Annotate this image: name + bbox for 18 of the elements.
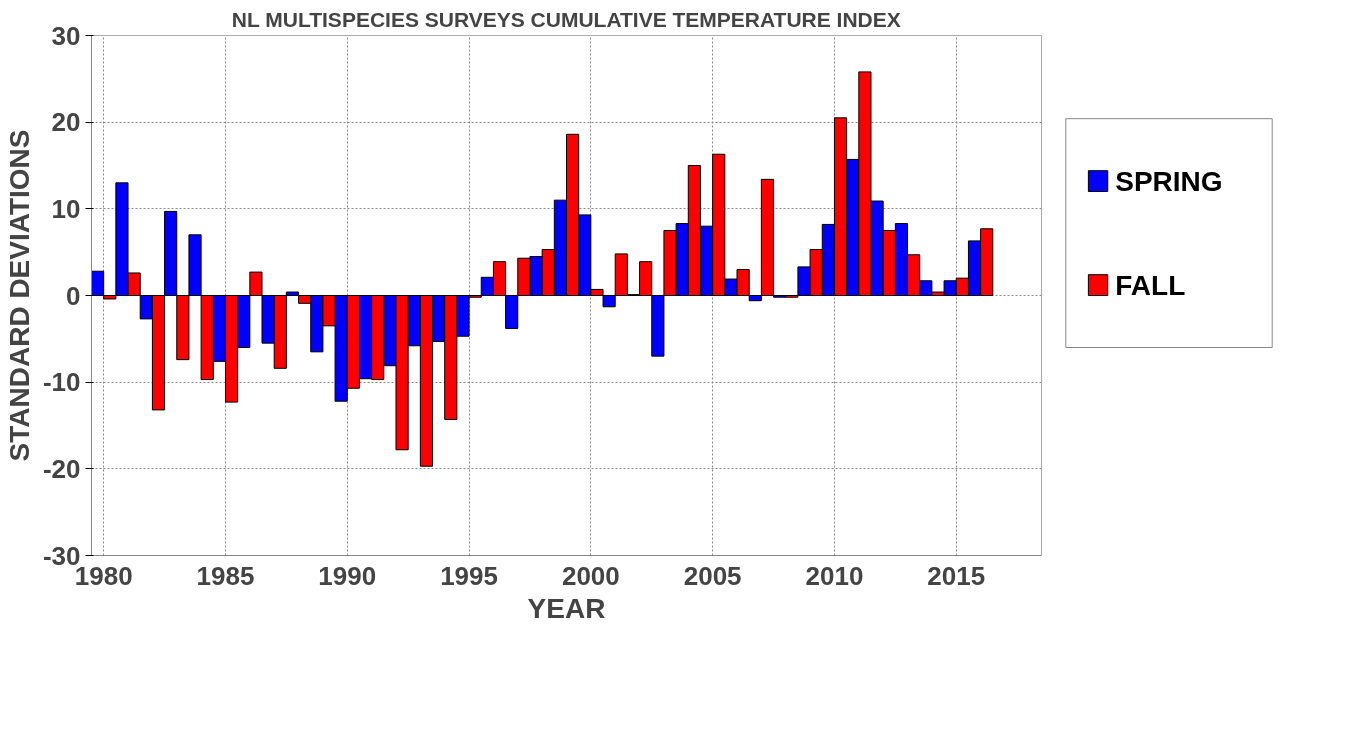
y-axis-title: STANDARD DEVIATIONS (3, 129, 35, 462)
legend-label: SPRING (1115, 165, 1223, 197)
y-tick-label: -20 (42, 453, 81, 484)
x-tick-label: 2010 (805, 560, 864, 591)
x-axis-title: YEAR (527, 592, 606, 624)
y-tick-label: -10 (42, 367, 81, 398)
x-tick-label: 2015 (927, 560, 986, 591)
y-tick-label: 20 (51, 107, 81, 138)
legend-label: FALL (1115, 269, 1186, 301)
x-tick-label: 2005 (683, 560, 742, 591)
x-tick-label: 2000 (561, 560, 620, 591)
y-tick-label: 0 (66, 280, 81, 311)
x-tick-label: 1985 (196, 560, 255, 591)
y-tick-label: 30 (51, 20, 81, 51)
chart-title: NL MULTISPECIES SURVEYS CUMULATIVE TEMPERATURE INDEX (231, 7, 901, 31)
x-tick-label: 1995 (440, 560, 498, 591)
x-tick-label: 1990 (318, 560, 377, 591)
y-tick-label: 10 (51, 193, 81, 224)
